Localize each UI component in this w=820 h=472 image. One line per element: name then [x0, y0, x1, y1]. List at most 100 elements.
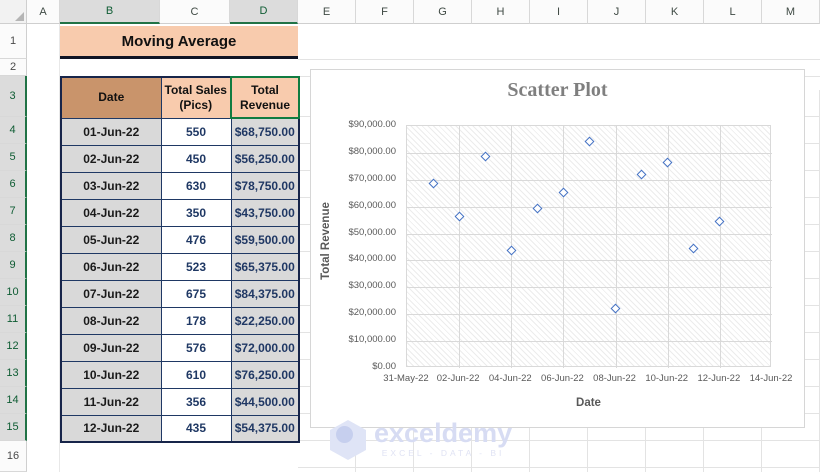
row-header-8[interactable]: 8 — [0, 225, 27, 252]
cell-total-sales[interactable]: 675 — [160, 279, 232, 308]
vertical-gridline — [616, 126, 617, 368]
cell-total-revenue[interactable]: $76,250.00 — [230, 360, 300, 389]
data-point-04-Jun-22[interactable] — [506, 245, 517, 256]
row-header-16[interactable]: 16 — [0, 441, 27, 472]
x-axis-title[interactable]: Date — [576, 397, 601, 409]
cell-total-revenue[interactable]: $72,000.00 — [230, 333, 300, 362]
column-header-J[interactable]: J — [588, 0, 646, 24]
cell-date[interactable]: 06-Jun-22 — [60, 252, 162, 281]
cell-total-sales[interactable]: 610 — [160, 360, 232, 389]
row-header-1[interactable]: 1 — [0, 24, 27, 59]
data-point-05-Jun-22[interactable] — [532, 203, 543, 213]
column-header-F[interactable]: F — [356, 0, 414, 24]
cell-total-sales[interactable]: 178 — [160, 306, 232, 335]
horizontal-gridline — [407, 180, 772, 181]
cell-total-revenue[interactable]: $84,375.00 — [230, 279, 300, 308]
column-header-D[interactable]: D — [230, 0, 298, 24]
cell-total-revenue[interactable]: $44,500.00 — [230, 387, 300, 416]
x-axis-tick-label: 04-Jun-22 — [488, 373, 532, 384]
column-header-M[interactable]: M — [762, 0, 820, 24]
column-header-A[interactable]: A — [27, 0, 60, 24]
cell-total-revenue[interactable]: $43,750.00 — [230, 198, 300, 227]
cell-total-sales[interactable]: 476 — [160, 225, 232, 254]
table-row: 09-Jun-22 576 $72,000.00 — [60, 333, 300, 362]
cell-date[interactable]: 05-Jun-22 — [60, 225, 162, 254]
row-header-11[interactable]: 11 — [0, 306, 27, 333]
data-point-08-Jun-22[interactable] — [610, 303, 621, 314]
cell-date[interactable]: 08-Jun-22 — [60, 306, 162, 335]
row-header-5[interactable]: 5 — [0, 144, 27, 171]
cell-total-revenue[interactable]: $59,500.00 — [230, 225, 300, 254]
y-axis-tick-label: $80,000.00 — [348, 145, 396, 157]
x-axis-tick-label: 06-Jun-22 — [541, 373, 584, 384]
column-header-I[interactable]: I — [530, 0, 588, 24]
y-axis-title[interactable]: Total Revenue — [320, 202, 332, 280]
cell-total-revenue[interactable]: $56,250.00 — [230, 144, 300, 173]
data-point-06-Jun-22[interactable] — [558, 187, 569, 198]
cell-date[interactable]: 11-Jun-22 — [60, 387, 162, 416]
data-point-10-Jun-22[interactable] — [662, 158, 673, 168]
row-header-6[interactable]: 6 — [0, 171, 27, 198]
cell-total-revenue[interactable]: $68,750.00 — [230, 117, 300, 146]
data-point-12-Jun-22[interactable] — [714, 216, 725, 227]
cell-total-sales[interactable]: 523 — [160, 252, 232, 281]
cell-date[interactable]: 02-Jun-22 — [60, 144, 162, 173]
cell-total-revenue[interactable]: $22,250.00 — [230, 306, 300, 335]
column-header-E[interactable]: E — [298, 0, 356, 24]
table-row: 02-Jun-22 450 $56,250.00 — [60, 144, 300, 173]
x-axis-tick-label: 12-Jun-22 — [697, 373, 741, 384]
table-row: 03-Jun-22 630 $78,750.00 — [60, 171, 300, 200]
row-header-7[interactable]: 7 — [0, 198, 27, 225]
row-header-15[interactable]: 15 — [0, 414, 27, 441]
cell-total-sales[interactable]: 356 — [160, 387, 232, 416]
select-all-corner[interactable] — [0, 0, 27, 24]
row-header-14[interactable]: 14 — [0, 387, 27, 414]
cell-total-sales[interactable]: 576 — [160, 333, 232, 362]
data-point-11-Jun-22[interactable] — [688, 243, 699, 254]
row-header-9[interactable]: 9 — [0, 252, 27, 279]
row-header-3[interactable]: 3 — [0, 76, 27, 117]
row-headers: 1 2 3 4 5 6 7 8 9 10 11 12 13 14 15 16 — [0, 24, 27, 472]
plot-area[interactable] — [406, 125, 772, 368]
cell-total-revenue[interactable]: $78,750.00 — [230, 171, 300, 200]
horizontal-gridline — [407, 207, 772, 208]
header-cell-total-revenue[interactable]: Total Revenue — [230, 76, 300, 119]
header-cell-date[interactable]: Date — [60, 76, 162, 119]
row-header-12[interactable]: 12 — [0, 333, 27, 360]
exceldemy-logo-icon — [330, 420, 366, 460]
cell-total-revenue[interactable]: $65,375.00 — [230, 252, 300, 281]
row-header-2[interactable]: 2 — [0, 59, 27, 76]
cell-total-sales[interactable]: 630 — [160, 171, 232, 200]
table-row: 01-Jun-22 550 $68,750.00 — [60, 117, 300, 146]
row-header-4[interactable]: 4 — [0, 117, 27, 144]
cell-date[interactable]: 01-Jun-22 — [60, 117, 162, 146]
cell-date[interactable]: 04-Jun-22 — [60, 198, 162, 227]
scatter-chart[interactable]: Scatter Plot Total Revenue Date $90,000.… — [310, 69, 805, 428]
cell-date[interactable]: 03-Jun-22 — [60, 171, 162, 200]
cell-date[interactable]: 07-Jun-22 — [60, 279, 162, 308]
column-header-L[interactable]: L — [704, 0, 762, 24]
cell-total-sales[interactable]: 450 — [160, 144, 232, 173]
chart-title[interactable]: Scatter Plot — [507, 79, 608, 101]
cell-total-sales[interactable]: 550 — [160, 117, 232, 146]
cell-total-sales[interactable]: 350 — [160, 198, 232, 227]
data-point-02-Jun-22[interactable] — [454, 211, 465, 222]
data-point-09-Jun-22[interactable] — [636, 169, 647, 180]
column-header-K[interactable]: K — [646, 0, 704, 24]
title-banner-cell[interactable]: Moving Average — [60, 26, 298, 59]
column-header-B[interactable]: B — [60, 0, 160, 24]
row-header-10[interactable]: 10 — [0, 279, 27, 306]
table-row: 06-Jun-22 523 $65,375.00 — [60, 252, 300, 281]
cell-date[interactable]: 09-Jun-22 — [60, 333, 162, 362]
cell-total-revenue[interactable]: $54,375.00 — [230, 414, 300, 443]
cell-date[interactable]: 10-Jun-22 — [60, 360, 162, 389]
column-header-G[interactable]: G — [414, 0, 472, 24]
cell-total-sales[interactable]: 435 — [160, 414, 232, 443]
y-axis-tick-label: $10,000.00 — [348, 334, 396, 346]
column-header-C[interactable]: C — [160, 0, 230, 24]
row-header-13[interactable]: 13 — [0, 360, 27, 387]
data-point-07-Jun-22[interactable] — [584, 136, 595, 147]
column-header-H[interactable]: H — [472, 0, 530, 24]
header-cell-total-sales[interactable]: Total Sales (Pics) — [160, 76, 232, 119]
cell-date[interactable]: 12-Jun-22 — [60, 414, 162, 443]
